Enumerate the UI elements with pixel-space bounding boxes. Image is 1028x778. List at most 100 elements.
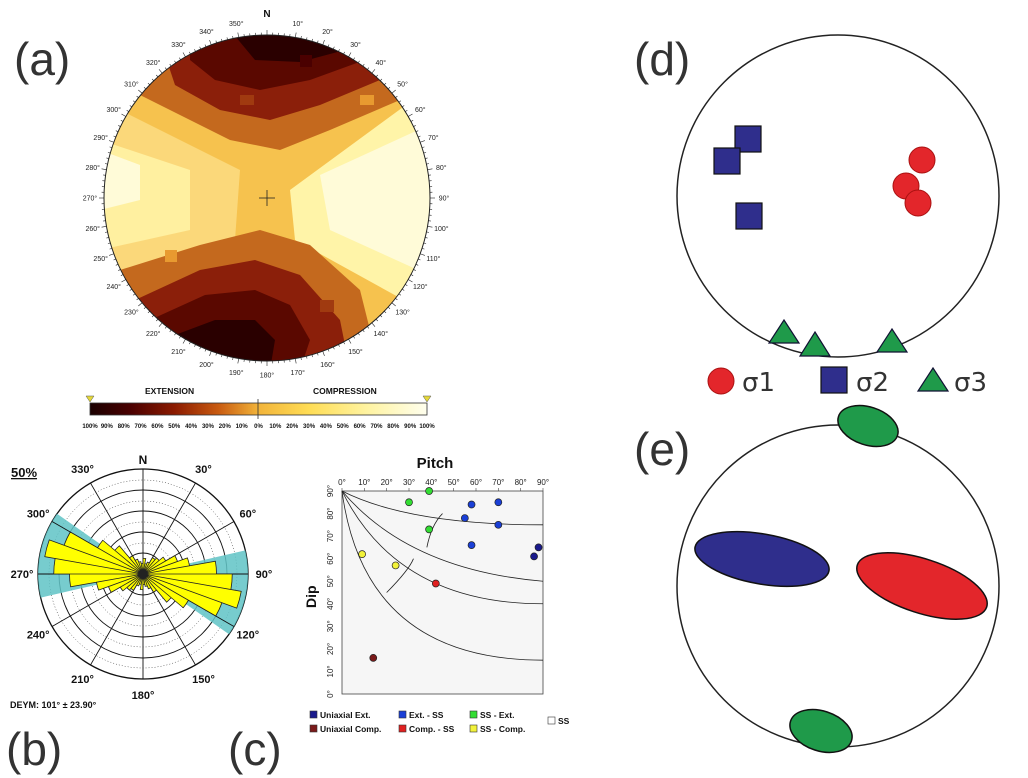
sigma3-markers [767,318,909,357]
azimuth-tick [362,63,365,67]
azimuth-label: 190° [229,369,244,377]
scale-tick-label: 60% [354,424,367,430]
sigma-legend: σ1 σ2 σ3 [707,366,987,398]
azimuth-tick [136,298,139,301]
panel-label-a: (a) [14,33,70,85]
azimuth-tick [215,40,217,44]
sigma1-label: σ1 [742,368,775,398]
azimuth-tick [362,329,365,333]
azimuth-tick [164,326,167,329]
x-tick-label: 30° [403,478,415,487]
azimuth-label: 60° [415,106,426,114]
rose-azimuth-label: 180° [132,690,155,702]
azimuth-tick [322,40,325,45]
y-tick-label: 40° [326,598,335,610]
data-point [369,654,378,662]
azimuth-tick [115,130,119,132]
x-tick-label: 70° [492,478,504,487]
azimuth-tick [311,38,313,42]
azimuth-tick [237,32,239,38]
scale-gradient [89,402,428,416]
azimuth-tick [132,293,136,296]
azimuth-tick [101,168,107,170]
azimuth-tick [401,105,405,108]
azimuth-tick [405,284,408,286]
azimuth-tick [118,125,121,127]
azimuth-tick [333,346,335,350]
azimuth-tick [147,82,150,85]
azimuth-tick [387,87,391,90]
azimuth-tick [327,349,330,352]
azimuth-tick [109,253,114,256]
rose-petals [44,531,242,617]
stress-map-azimuth-labels: 10° 20° 30° 40° 50° 60° 70° 80° 90° 100° 110° 120° 1… [83,20,450,379]
azimuth-tick [413,269,416,271]
scale-tick-label: 10% [269,424,282,430]
azimuth-tick [391,89,396,94]
azimuth-label: 110° [426,255,440,263]
azimuth-tick [106,157,109,159]
azimuth-tick [221,38,223,42]
azimuth-tick [221,354,223,358]
azimuth-label: 140° [374,330,389,338]
panel-label-e: (e) [634,423,690,475]
azimuth-tick [182,339,186,344]
azimuth-tick [151,78,154,81]
scale-tick-label: 80% [387,424,400,430]
data-point [358,550,366,559]
azimuth-tick [199,346,201,350]
azimuth-tick [151,315,154,318]
azimuth-tick [384,82,387,85]
azimuth-tick [105,163,108,165]
azimuth-tick [143,306,147,309]
sigma1-ellipse [856,552,988,620]
azimuth-tick [306,356,308,359]
legend-label: Ext. - SS [409,710,444,720]
y-tick-label: 10° [326,665,335,677]
azimuth-tick [209,40,212,45]
azimuth-label: 50° [397,81,408,89]
azimuth-label: 330° [171,41,186,49]
azimuth-tick [423,152,427,154]
regime-curve [341,490,544,582]
azimuth-tick [306,37,308,40]
azimuth-tick [353,57,355,60]
azimuth-tick [182,52,186,57]
azimuth-tick [156,318,159,322]
center-cross-icon [259,190,275,206]
azimuth-label: 250° [93,255,108,263]
azimuth-tick [120,274,124,276]
azimuth-tick [194,49,196,52]
azimuth-label: 340° [199,28,214,36]
azimuth-tick [380,315,383,318]
azimuth-tick [126,110,129,112]
azimuth-tick [138,89,143,94]
azimuth-tick [226,356,228,359]
x-tick-label: 80° [515,478,527,487]
azimuth-label: 200° [199,361,214,369]
scale-tick-label: 90% [101,424,114,430]
azimuth-tick [395,95,398,98]
scale-tick-labels: 100% 90% 80% 70% 60% 50% 40% 30% 20% 10% 0% 10% 20% 3… [82,424,435,430]
azimuth-label: 100° [434,225,449,233]
azimuth-tick [147,311,150,314]
regime-curve [426,513,443,548]
azimuth-tick [132,100,136,103]
regime-curve [341,490,544,526]
azimuth-tick [426,163,429,165]
data-point [467,541,476,549]
scale-compression-label: COMPRESSION [313,386,377,396]
azimuth-label: 70° [428,134,439,142]
legend-label: Uniaxial Ext. [320,710,371,720]
regime-boundary-curves [341,490,544,661]
legend-label: SS - Ext. [480,710,514,720]
azimuth-tick [421,146,425,148]
azimuth-tick [367,326,370,329]
sigma3-ellipse-south [789,708,853,754]
azimuth-tick [348,339,352,344]
data-point [530,552,538,561]
scale-tick-label: 10% [236,424,249,430]
azimuth-tick [113,135,116,138]
rose-azimuth-label: 120° [236,630,259,642]
azimuth-tick [410,274,414,276]
